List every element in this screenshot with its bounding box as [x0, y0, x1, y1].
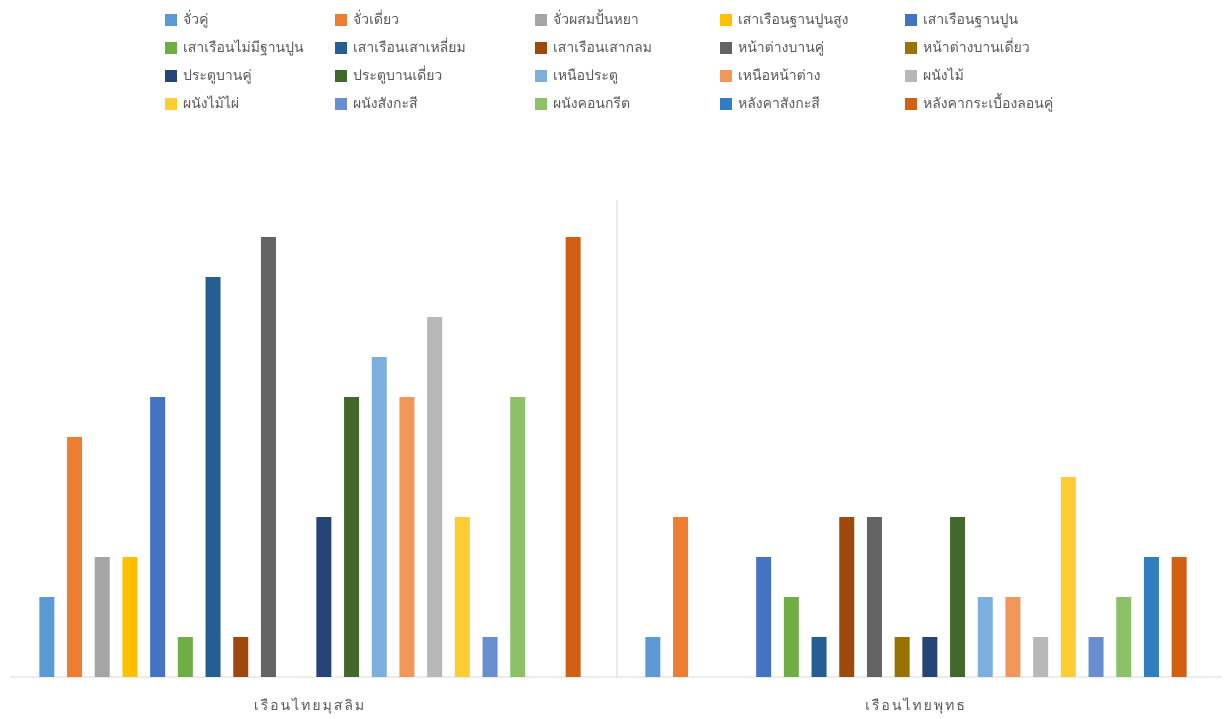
- legend-swatch: [165, 98, 177, 110]
- legend-swatch: [165, 70, 177, 82]
- legend-label: ประตูบานเดี่ยว: [353, 66, 442, 84]
- legend-swatch: [165, 14, 177, 26]
- bar: [454, 517, 470, 677]
- legend-swatch: [535, 70, 547, 82]
- legend-swatch: [905, 98, 917, 110]
- bar: [94, 557, 110, 677]
- legend-label: เสาเรือนฐานปูนสูง: [738, 12, 848, 28]
- legend-label: เสาเรือนเสากลม: [553, 40, 652, 56]
- legend-label: หลังคาสังกะสี: [738, 96, 820, 112]
- bar: [399, 397, 415, 677]
- legend-swatch: [535, 14, 547, 26]
- bar: [67, 437, 83, 677]
- legend-swatch: [335, 14, 347, 26]
- bar: [783, 597, 799, 677]
- bar: [39, 597, 55, 677]
- legend-swatch: [720, 98, 732, 110]
- x-tick-label: เรือนไทยพุทธ: [865, 697, 967, 714]
- bar: [371, 357, 387, 677]
- bar: [756, 557, 772, 677]
- legend-label: ผนังคอนกรีต: [553, 96, 630, 112]
- bar: [344, 397, 360, 677]
- legend-label: เหนือหน้าต่าง: [738, 68, 820, 84]
- bar: [811, 637, 827, 677]
- legend-label: หน้าต่างบานคู่: [738, 40, 824, 56]
- legend-label: เสาเรือนฐานปูน: [923, 12, 1019, 28]
- bar: [673, 517, 689, 677]
- bar: [177, 637, 193, 677]
- bar: [260, 237, 276, 677]
- legend-label: ผนังสังกะสี: [353, 96, 418, 112]
- legend-label: หลังคากระเบื้องลอนคู่: [923, 93, 1053, 112]
- x-tick-label: เรือนไทยมุสลิม: [254, 697, 366, 714]
- legend-label: จั่วคู่: [183, 10, 208, 28]
- bar: [1171, 557, 1187, 677]
- legend-swatch: [335, 70, 347, 82]
- bar: [233, 637, 249, 677]
- bar: [510, 397, 526, 677]
- legend-label: จั่วผสมปั้นหยา: [553, 9, 639, 28]
- bar: [839, 517, 855, 677]
- bar: [1116, 597, 1132, 677]
- legend-swatch: [720, 42, 732, 54]
- bar: [950, 517, 966, 677]
- legend-label: ประตูบานคู่: [183, 68, 252, 84]
- bar: [565, 237, 581, 677]
- legend-label: ผนังไม้ไผ่: [183, 95, 239, 112]
- legend-label: จั่วเดี่ยว: [353, 10, 399, 28]
- bar: [1060, 477, 1076, 677]
- bar: [894, 637, 910, 677]
- bar: [977, 597, 993, 677]
- bar: [1088, 637, 1104, 677]
- legend-swatch: [165, 42, 177, 54]
- legend-swatch: [335, 98, 347, 110]
- legend-swatch: [535, 98, 547, 110]
- bar: [645, 637, 661, 677]
- bar: [205, 277, 221, 677]
- legend-swatch: [905, 42, 917, 54]
- legend-swatch: [720, 70, 732, 82]
- legend-swatch: [720, 14, 732, 26]
- legend-label: เหนือประตู: [553, 68, 618, 84]
- legend-label: หน้าต่างบานเดี่ยว: [923, 38, 1030, 56]
- bar: [1005, 597, 1021, 677]
- bar: [922, 637, 938, 677]
- legend-swatch: [905, 14, 917, 26]
- bar: [866, 517, 882, 677]
- bar: [150, 397, 166, 677]
- bar: [1033, 637, 1049, 677]
- legend-label: ผนังไม้: [923, 67, 964, 84]
- bar: [1143, 557, 1159, 677]
- legend-label: เสาเรือนไม่มีฐานปูน: [183, 39, 304, 56]
- legend-label: เสาเรือนเสาเหลี่ยม: [353, 38, 466, 56]
- legend-swatch: [335, 42, 347, 54]
- legend-swatch: [905, 70, 917, 82]
- bar: [482, 637, 498, 677]
- legend-swatch: [535, 42, 547, 54]
- bar: [427, 317, 443, 677]
- bar: [122, 557, 138, 677]
- bar: [316, 517, 332, 677]
